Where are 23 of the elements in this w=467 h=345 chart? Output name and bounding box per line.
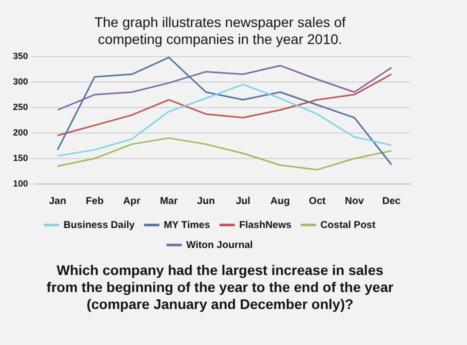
y-tick-label: 300: [12, 76, 28, 86]
y-tick-label: 250: [12, 102, 28, 112]
x-tick-label: Jun: [197, 196, 215, 207]
chart-title: The graph illustrates newspaper sales of competing companies in the year 2010.: [93, 14, 347, 48]
x-tick-label: Nov: [344, 196, 364, 207]
legend-label: Witon Journal: [186, 240, 254, 251]
x-tick-label: Jan: [48, 196, 66, 207]
x-tick-label: Apr: [123, 196, 140, 207]
x-tick-label: Oct: [308, 196, 326, 207]
y-tick-label: 350: [12, 50, 28, 61]
legend-label: MY Times: [164, 220, 210, 231]
x-tick-label: Dec: [382, 196, 402, 207]
text: Which company had the largest increase in sales from the beginning of the year to the end of the year (compare January and December only)?: [46, 262, 394, 313]
legend-label: FlashNews: [239, 220, 292, 231]
x-tick-label: Mar: [160, 196, 178, 207]
y-tick-label: 200: [12, 127, 28, 138]
legend-label: Costal Post: [320, 220, 376, 231]
x-tick-label: Jul: [236, 196, 250, 207]
y-tick-label: 150: [12, 152, 28, 163]
x-tick-label: Aug: [270, 196, 290, 207]
legend-label: Business Daily: [64, 220, 136, 231]
y-tick-label: 100: [12, 178, 28, 188]
x-tick-label: Feb: [86, 196, 104, 207]
